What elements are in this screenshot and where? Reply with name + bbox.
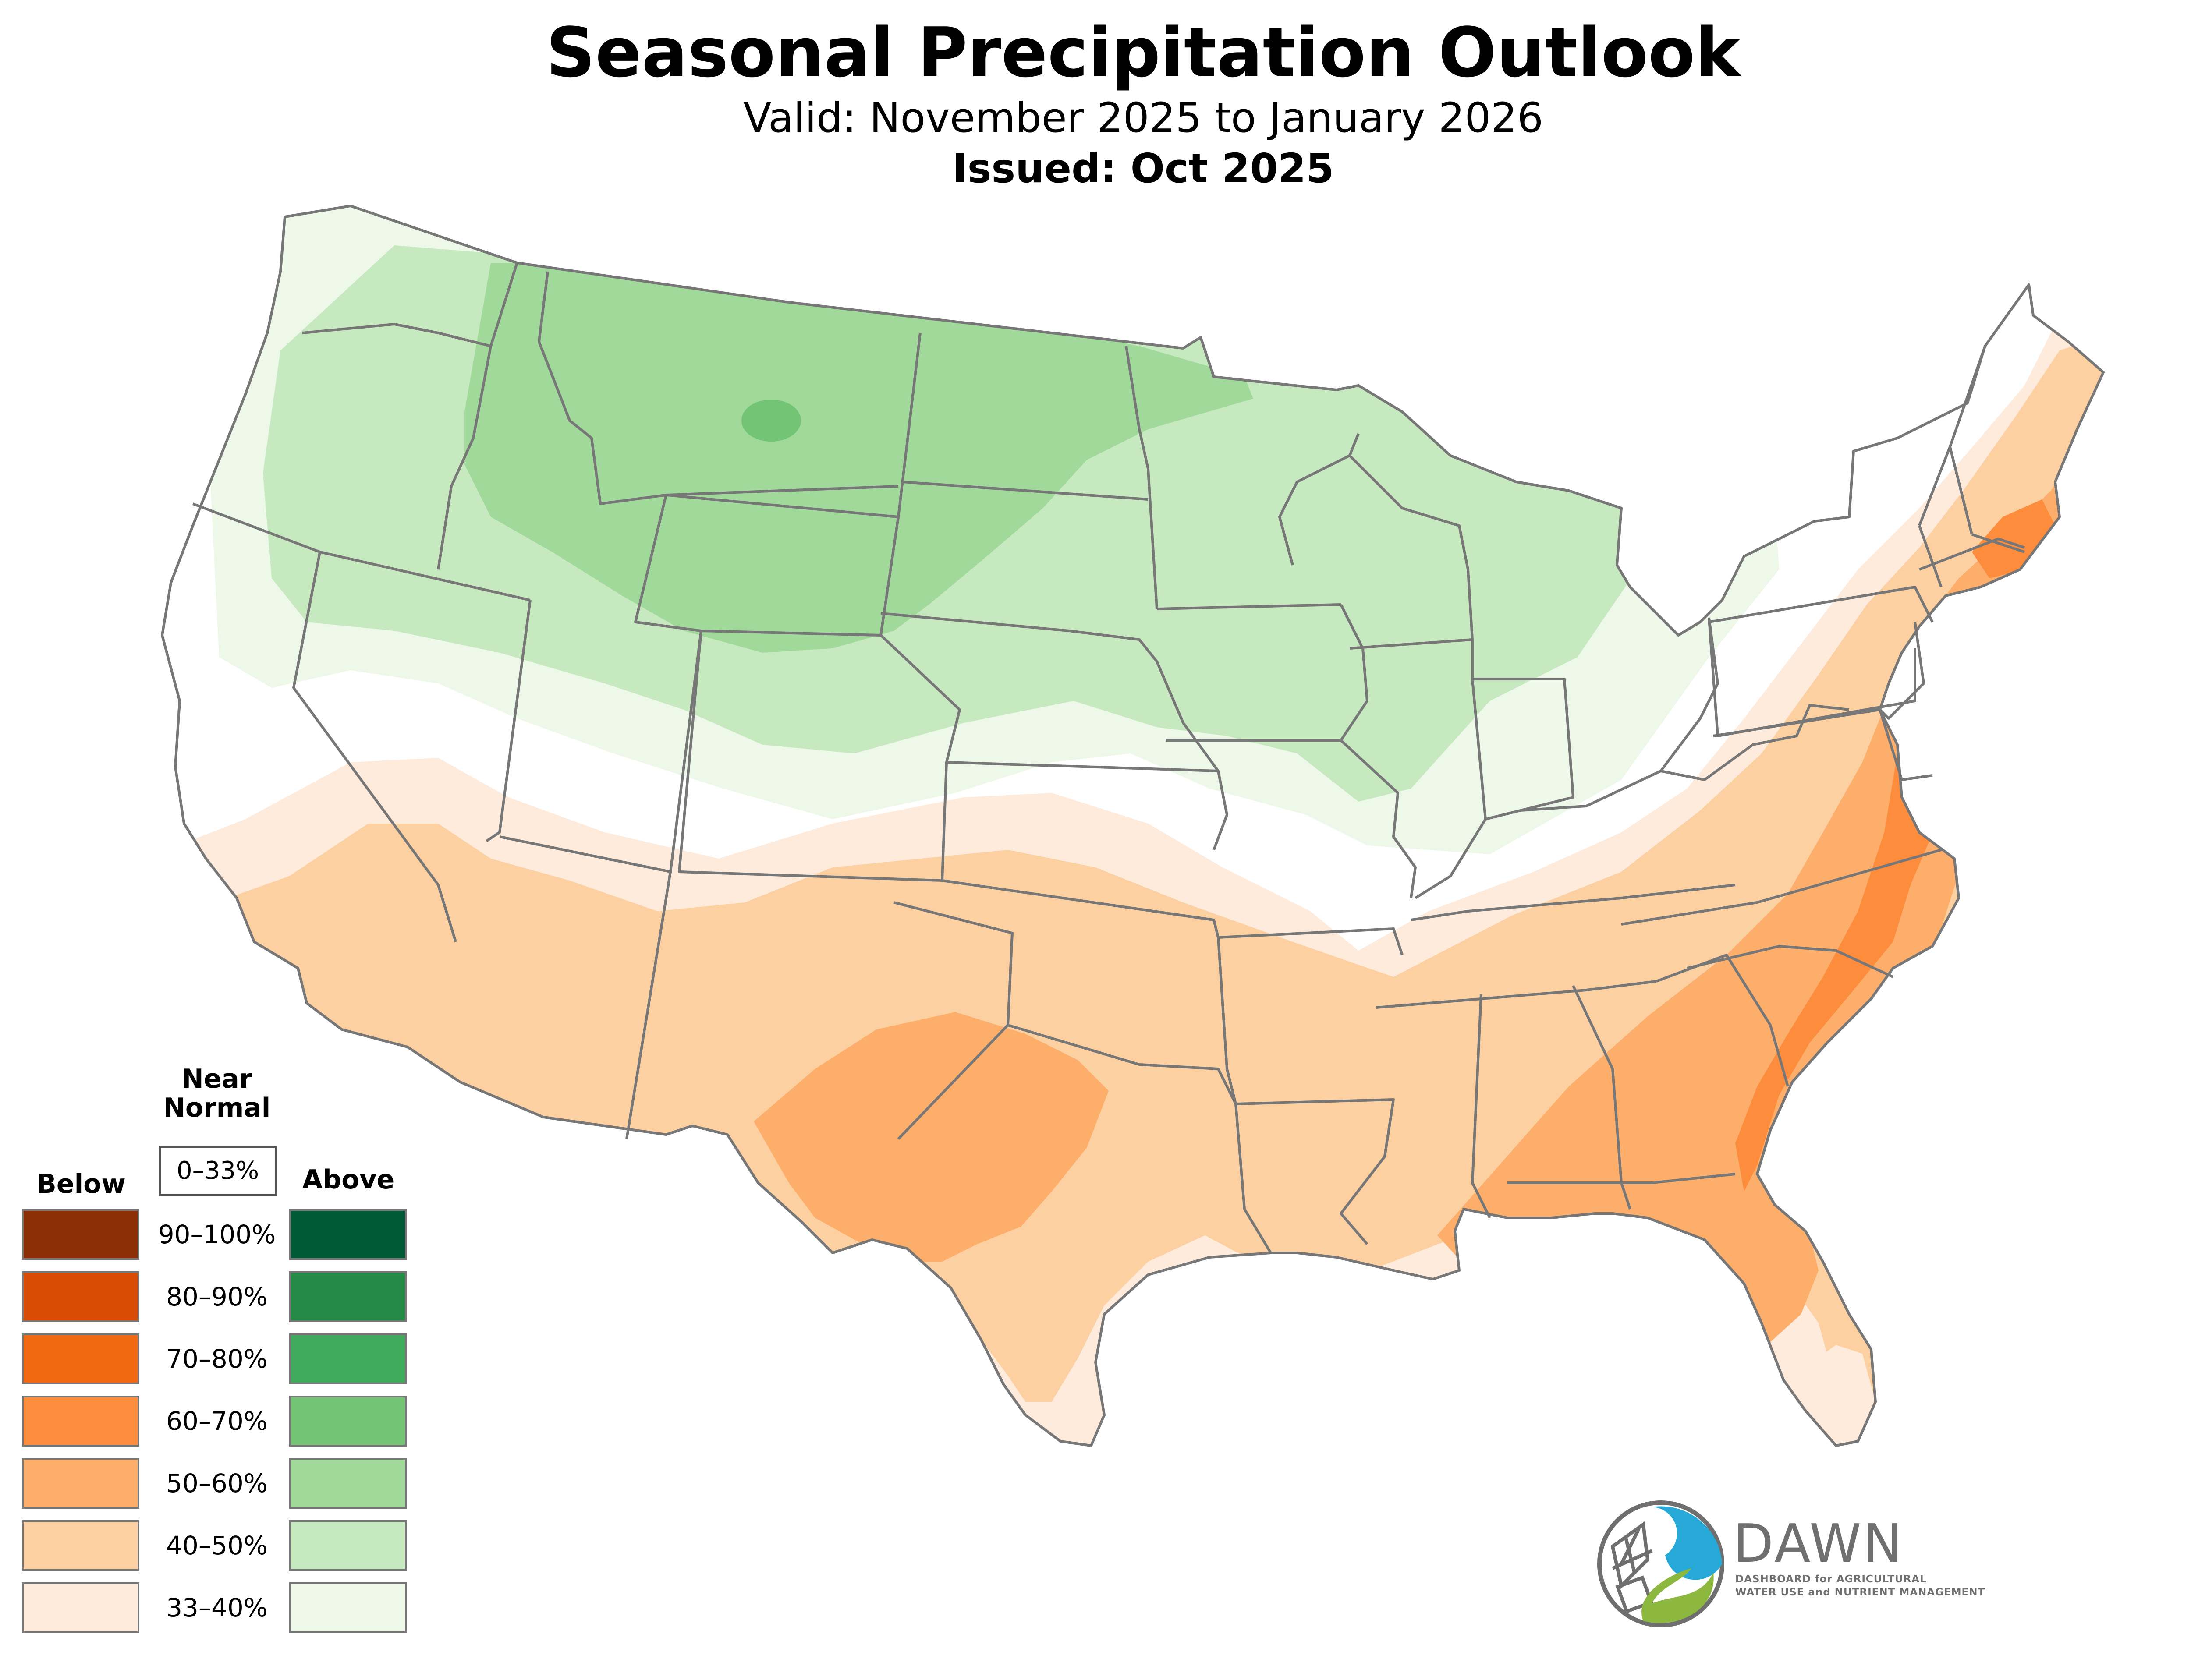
dawn-tagline-line2: WATER USE and NUTRIENT MANAGEMENT — [1735, 1587, 1985, 1598]
border-nj — [1879, 622, 1925, 720]
legend-below-heading: Below — [36, 1169, 126, 1199]
us-outline — [161, 205, 2105, 1447]
legend-near-normal-heading: Near Normal — [145, 1065, 289, 1122]
legend-near-label: Near — [181, 1064, 252, 1094]
zone-below-33-40-florida — [1805, 1345, 1875, 1446]
dawn-logo-icon — [1597, 1500, 1724, 1627]
map-title: Seasonal Precipitation Outlook — [546, 13, 1741, 92]
border-mn-wi — [1278, 433, 1360, 566]
legend-above-heading: Above — [302, 1164, 395, 1195]
border-ne-states — [1918, 346, 2025, 588]
border-mo-ar — [1218, 927, 1404, 955]
border-mt-wy — [666, 485, 899, 496]
border-ca-nv — [292, 552, 457, 942]
border-ok-tx — [1007, 1024, 1237, 1105]
legend-swatch-below — [22, 1396, 139, 1447]
border-id-west — [437, 262, 518, 570]
legend-range-label: 60–70% — [166, 1406, 268, 1436]
border-pa-md — [1713, 708, 1880, 737]
border-al-ga — [1572, 985, 1631, 1210]
border-nm-tx — [893, 901, 1014, 1140]
legend-swatch-below — [22, 1333, 139, 1384]
border-sd-ne — [880, 612, 1158, 662]
legend-swatch-below — [22, 1271, 139, 1322]
border-az-nm — [625, 871, 672, 1139]
border-il-in-wi — [1349, 638, 1487, 899]
issued-date: Issued: Oct 2025 — [952, 145, 1334, 192]
border-tn-south — [1376, 980, 1657, 1009]
border-nd-sd — [902, 481, 1149, 501]
zone-above-60-70 — [741, 400, 801, 442]
border-ok-ar — [1217, 937, 1228, 1069]
legend-range-label: 70–80% — [166, 1344, 268, 1374]
legend-swatch-above — [289, 1333, 407, 1384]
state-borders — [161, 205, 2105, 1447]
border-ms-al — [1471, 994, 1491, 1219]
border-ky-oh-wv — [1520, 617, 1719, 812]
zone-above-50-60 — [464, 263, 1253, 653]
border-co — [678, 630, 961, 882]
legend-swatch-above — [289, 1458, 407, 1509]
border-ar-la-ms — [1226, 1068, 1395, 1245]
legend-swatch-above — [289, 1271, 407, 1322]
legend-range-label: 90–100% — [158, 1220, 276, 1249]
border-mt-nd-sd — [897, 332, 922, 517]
legend-swatch-below — [22, 1582, 139, 1633]
border-ks-ok — [942, 879, 1220, 938]
border-ga-fl — [1507, 1173, 1736, 1184]
dawn-logo-water-drop — [1652, 1506, 1722, 1580]
border-sc-nc — [1687, 945, 1894, 978]
border-sd-mn — [1147, 468, 1158, 609]
legend-swatch-above — [289, 1396, 407, 1447]
border-wi-mi — [1348, 454, 1474, 640]
border-va-wv — [1660, 704, 1850, 781]
border-wy — [666, 494, 900, 637]
dawn-logo-leaf — [1641, 1568, 1714, 1623]
border-ut-wy — [634, 495, 702, 632]
border-nd-mn — [1125, 346, 1149, 469]
legend-range-label: 80–90% — [166, 1282, 268, 1312]
legend-swatch-above — [289, 1209, 407, 1260]
border-wa-or — [302, 323, 491, 347]
dawn-logo-wordmark: DAWN — [1733, 1514, 1904, 1574]
border-il-mo — [1340, 739, 1417, 898]
legend-swatch-below — [22, 1209, 139, 1260]
legend-swatch-below — [22, 1458, 139, 1509]
border-ia-mo-il — [1166, 604, 1368, 742]
legend-normal-label: Normal — [163, 1093, 271, 1123]
zone-below-60-70-maine — [1972, 499, 2060, 578]
border-md-de — [1879, 709, 1933, 781]
legend-range-label: 50–60% — [166, 1468, 268, 1498]
border-in-oh — [1472, 678, 1574, 821]
legend-swatch-above — [289, 1582, 407, 1633]
legend-range-label: 33–40% — [166, 1593, 268, 1623]
legend-swatch-above — [289, 1520, 407, 1571]
valid-period: Valid: November 2025 to January 2026 — [743, 94, 1543, 142]
border-mn-ia — [1156, 603, 1341, 610]
border-ne-ia-mo — [1156, 661, 1228, 851]
border-id-mt — [538, 271, 667, 505]
legend-range-label: 40–50% — [166, 1531, 268, 1560]
zone-below-50-60 — [754, 1012, 1109, 1262]
border-tx-la — [1234, 1103, 1272, 1254]
legend-swatch-below — [22, 1520, 139, 1571]
border-ne-ks — [946, 761, 1219, 772]
border-nv-ut — [486, 600, 532, 842]
border-ky-tn — [1411, 884, 1736, 921]
border-ny-pa — [1709, 586, 1934, 623]
dawn-tagline-line1: DASHBOARD for AGRICULTURAL — [1735, 1574, 1927, 1585]
border-nc-va-tn — [1621, 849, 1942, 926]
legend-near-normal-box: 0–33% — [159, 1146, 277, 1196]
